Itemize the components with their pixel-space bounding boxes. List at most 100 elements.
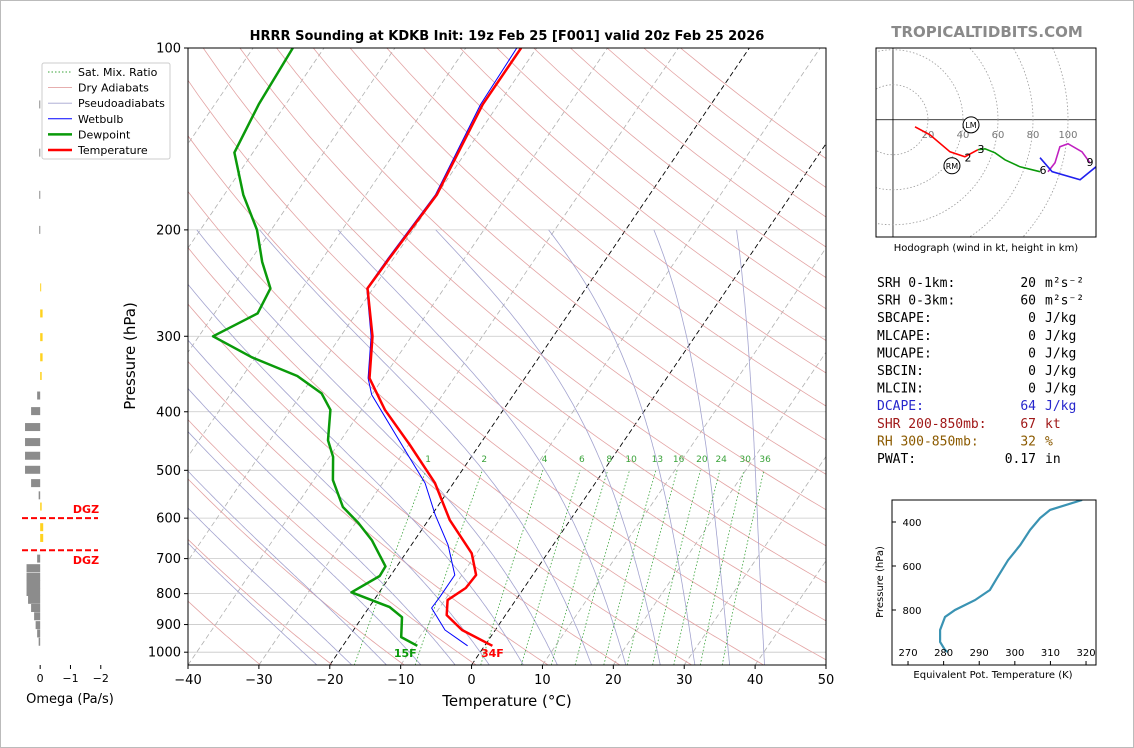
x-tick-label: 20 [605,673,622,688]
stat-label: MUCAPE: [877,346,932,361]
stat-value: 0 [1028,382,1036,397]
omega-tick-label: −1 [62,672,78,685]
pseudoadiabat [188,542,318,665]
hodograph-frame [875,47,1097,238]
stat-label: SRH 0-3km: [877,294,955,309]
stat-label: PWAT: [877,452,916,467]
stat-value: 60 [1020,294,1036,309]
dry-adiabat [188,600,261,665]
y-tick-label: 100 [156,42,181,57]
omega-bar [40,333,43,342]
hodo-height-label: 2 [965,152,972,165]
theta-y-tick-label: 600 [902,562,921,573]
stat-value: 0 [1028,311,1036,326]
hodo-height-label: 6 [1039,164,1046,177]
hodo-ring-label: 100 [1058,130,1077,141]
omega-bar [37,554,41,563]
storm-motion-marker [943,157,961,175]
stat-unit: J/kg [1045,346,1076,361]
isotherm [258,48,679,665]
omega-bar [28,595,41,604]
omega-bar [39,225,41,234]
stats: SRH 0-1km: 20 m²s⁻² SRH 0-3km: 60 m²s⁻² SBCAPE… [877,276,1084,467]
omega-bar [37,629,41,638]
mixing-ratio-label: 8 [606,455,612,465]
stat-label: MLCAPE: [877,329,932,344]
omega-bar [25,451,41,460]
mixing-ratio-line [626,470,678,665]
stat-unit: J/kg [1045,311,1076,326]
mixing-ratio-label: 24 [715,455,727,465]
stat-unit: m²s⁻² [1045,294,1084,309]
sounding-line [211,48,418,647]
dgz-label: DGZ [73,503,99,516]
stat-unit: J/kg [1045,329,1076,344]
dry-adiabat [188,246,692,665]
dry-adiabat [188,360,549,665]
dry-adiabat [188,419,477,665]
stat-unit: J/kg [1045,399,1076,414]
theta-x-tick-label: 300 [1005,648,1024,659]
y-tick-label: 300 [156,330,181,345]
dgz-label: DGZ [73,554,99,567]
hodo-ring-label: 80 [1027,130,1040,141]
mixing-ratio-line [550,470,609,665]
y-tick-label: 700 [156,552,181,567]
stat-value: 0 [1028,329,1036,344]
mixing-ratio-label: 10 [625,455,637,465]
mixing-ratio-line [480,470,544,665]
isotherm [683,455,826,665]
stat-value: 0.17 [1005,452,1036,467]
stat-value: 0 [1028,364,1036,379]
dry-adiabat [188,303,621,665]
stat-unit: J/kg [1045,382,1076,397]
x-tick-label: −30 [245,673,272,688]
mixing-ratio-label: 16 [673,455,685,465]
sounding-line [366,48,523,647]
stat-unit: in [1045,452,1061,467]
legend-box [41,62,171,160]
pseudoadiabat [337,229,627,665]
isotherm [329,48,750,665]
chart-title: HRRR Sounding at KDKB Init: 19z Feb 25 [… [250,29,765,44]
plot-area: 1 2 4 6 8 10 13 16 20 24 30 36 [188,48,826,665]
stat-label: MLCIN: [877,382,924,397]
hodo-segment [1039,157,1096,181]
omega-tick-label: 0 [37,672,44,685]
hodo-ring [876,49,964,191]
mixing-ratio-line [603,470,657,665]
legend-label: Pseudoadiabats [78,97,165,110]
storm-motion-label: RM [946,162,959,171]
omega-bar [25,438,41,447]
x-tick-label: −20 [316,673,343,688]
y-tick-label: 800 [156,587,181,602]
dry-adiabat [188,79,826,622]
stat-value: 0 [1028,346,1036,361]
theta-e-axes: 270 280 290 300 310 320 400 600 800 [892,518,1096,665]
stat-unit: % [1045,434,1053,449]
theta-y-tick-label: 400 [902,518,921,529]
stat-value: 67 [1020,417,1036,432]
storm-motion-marker [962,116,980,134]
hodo-ring [876,84,929,156]
theta-x-tick-label: 310 [1041,648,1060,659]
omega-bar [34,612,41,621]
pseudoadiabat [435,229,661,665]
omega-bar [26,564,41,573]
omega-bar [38,637,41,646]
pseudoadiabat [188,339,490,665]
omega-bar [35,621,41,630]
theta-x-tick-label: 290 [970,648,989,659]
theta-e-plot [939,500,1083,653]
mixing-ratio-line [574,470,630,665]
hodo-segment [914,126,979,158]
pseudoadiabat [548,229,696,665]
legend-label: Sat. Mix. Ratio [78,66,158,79]
mixing-ratio-line [521,470,581,665]
mixing-ratio-line [699,470,745,665]
dry-adiabat [312,48,826,475]
pseudoadiabat [188,507,353,665]
surface-label: 34F [481,647,504,660]
